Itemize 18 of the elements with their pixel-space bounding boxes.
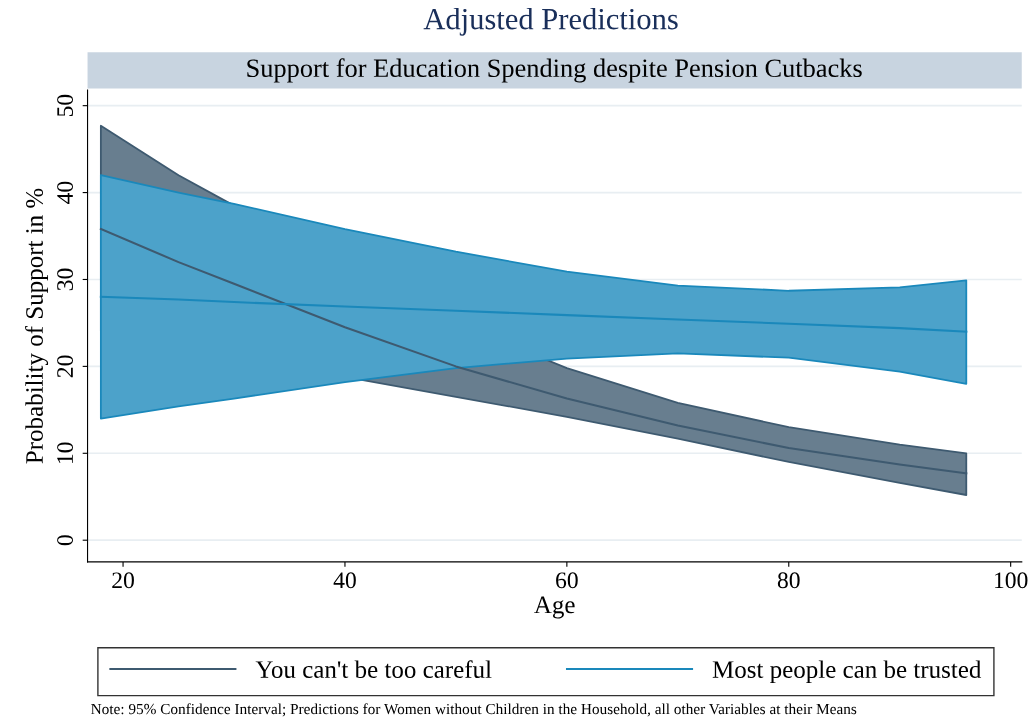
y-tick-label: 10 bbox=[57, 442, 74, 464]
y-tick-label: 0 bbox=[57, 535, 74, 546]
y-tick-label: 50 bbox=[57, 94, 74, 117]
legend-label: Most people can be trusted bbox=[712, 660, 982, 684]
x-tick-label: 80 bbox=[777, 572, 800, 589]
y-tick-label: 20 bbox=[57, 355, 74, 378]
x-tick-label: 60 bbox=[556, 572, 578, 589]
chart-subtitle: Support for Education Spending despite Pension Cutbacks bbox=[247, 58, 862, 83]
x-axis-title: Age bbox=[534, 596, 575, 619]
x-tick-label: 20 bbox=[112, 572, 134, 589]
x-tick-label: 100 bbox=[995, 572, 1028, 589]
x-tick-label: 40 bbox=[333, 572, 356, 589]
y-axis-title: Probability of Support in % bbox=[25, 188, 49, 464]
legend-label: You can't be too careful bbox=[255, 660, 492, 678]
y-tick-label: 40 bbox=[57, 181, 74, 204]
text: Note: 95% Confidence Interval; Predictions for Women without Children in the Household, all other Variables at their Means bbox=[91, 703, 857, 717]
chart-title: Adjusted Predictions bbox=[423, 7, 678, 36]
y-tick-label: 30 bbox=[57, 268, 74, 291]
